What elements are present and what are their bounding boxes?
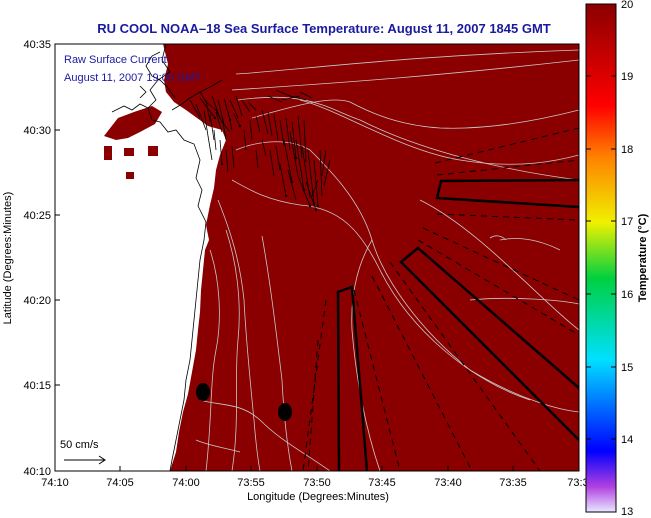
- radial-lines: [302, 127, 579, 471]
- colorbar-gradient: [585, 3, 617, 513]
- x-tick: 73:55: [237, 477, 265, 489]
- surface-current-vectors: [189, 89, 331, 211]
- x-tick: 73:45: [368, 477, 396, 489]
- y-axis-label: Latitude (Degrees:Minutes): [2, 192, 14, 325]
- x-tick: 74:00: [172, 477, 200, 489]
- colorbar-tick: 16: [621, 289, 633, 301]
- x-tick: 73:35: [499, 477, 527, 489]
- colorbar-label: Temperature (°C): [637, 213, 649, 302]
- y-tick: 40:20: [23, 295, 51, 307]
- x-tick: 74:10: [41, 477, 69, 489]
- scale-arrow: [64, 455, 106, 465]
- plot-area: Raw Surface Current: August 11, 2007 19:…: [55, 44, 579, 471]
- x-tick: 73:3: [567, 477, 588, 489]
- y-tick-labels: 40:35 40:30 40:25 40:20 40:15 40:10: [23, 39, 51, 478]
- map-title: RU COOL NOAA–18 Sea Surface Temperature:…: [97, 21, 551, 36]
- sst-field: [163, 44, 579, 471]
- x-axis-label: Longitude (Degrees:Minutes): [247, 491, 389, 503]
- x-tick-labels: 74:10 74:05 74:00 73:55 73:50 73:45 73:4…: [41, 477, 588, 489]
- current-label: Raw Surface Current:: [64, 54, 170, 66]
- colorbar-tick: 17: [621, 216, 633, 228]
- x-tick: 74:05: [106, 477, 134, 489]
- scale-label: 50 cm/s: [60, 439, 99, 451]
- colorbar-tick: 18: [621, 144, 633, 156]
- colorbar-tick: 20: [621, 0, 633, 11]
- x-tick: 73:40: [434, 477, 462, 489]
- coastline: [111, 44, 231, 471]
- y-tick: 40:25: [23, 210, 51, 222]
- station-marker: [278, 403, 292, 421]
- station-marker: [196, 383, 210, 401]
- colorbar-tick: 13: [621, 506, 633, 518]
- vector-arrowheads: [213, 116, 320, 212]
- y-tick: 40:35: [23, 39, 51, 51]
- y-tick: 40:15: [23, 380, 51, 392]
- colorbar-tick: 19: [621, 71, 633, 83]
- colorbar-tick: 14: [621, 434, 633, 446]
- sst-contours: [195, 49, 579, 471]
- axis-ticks: [54, 43, 580, 472]
- y-tick: 40:30: [23, 125, 51, 137]
- y-tick: 40:10: [23, 466, 51, 478]
- colorbar-tick: 15: [621, 362, 633, 374]
- x-tick: 73:50: [303, 477, 331, 489]
- current-timestamp: August 11, 2007 19:00 GMT: [64, 72, 202, 84]
- sampling-wedges: [336, 178, 579, 471]
- colorbar: 20 19 18 17 16 15 14 13 Temperature (°C): [585, 0, 649, 518]
